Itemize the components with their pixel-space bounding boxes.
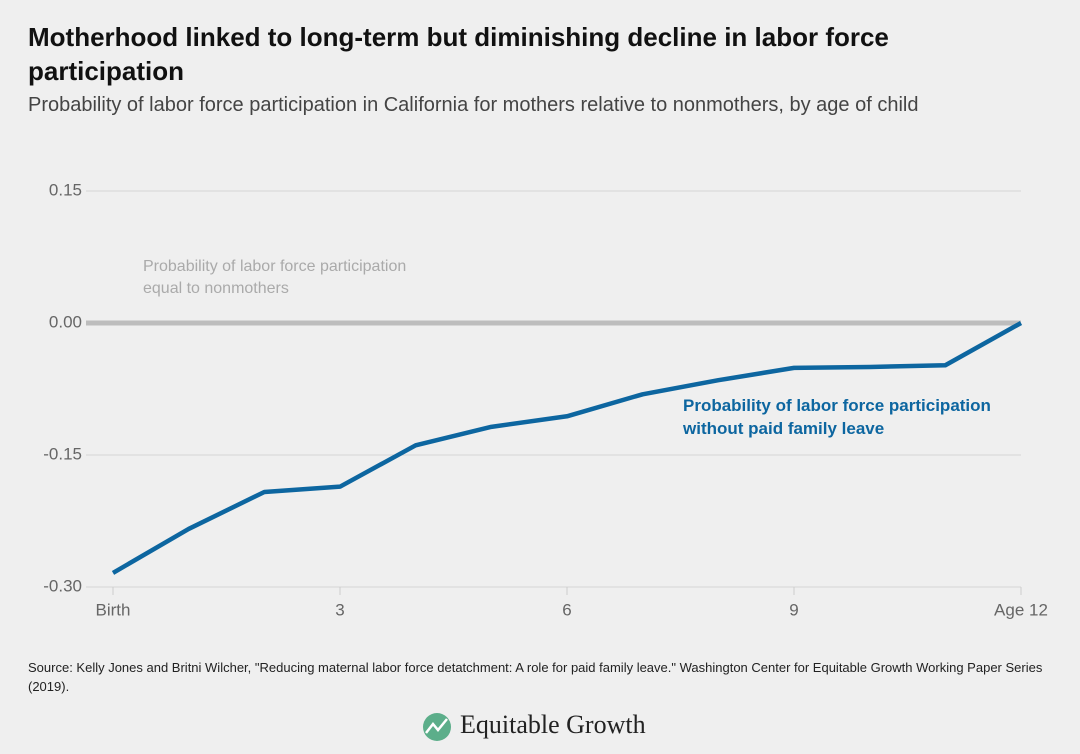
logo: Equitable Growth	[460, 710, 646, 739]
reference-label: Probability of labor force participation…	[143, 258, 407, 297]
source: Source: Kelly Jones and Britni Wilcher, …	[28, 660, 1043, 694]
x-tick-label: Birth	[96, 600, 131, 619]
series-line	[111, 321, 1023, 575]
x-tick-label: Age 12	[994, 600, 1048, 619]
y-tick-label: -0.30	[43, 576, 82, 595]
y-tick-label: 0.15	[49, 180, 82, 199]
logo-icon	[423, 713, 451, 741]
y-tick-label: -0.15	[43, 444, 82, 463]
x-tick-label: 3	[335, 600, 344, 619]
y-tick-label: 0.00	[49, 312, 82, 331]
x-tick-label: 9	[789, 600, 798, 619]
series-label: Probability of labor force participation…	[683, 396, 991, 438]
chart-subtitle: Probability of labor force participation…	[28, 94, 919, 116]
x-tick-label: 6	[562, 600, 571, 619]
chart-title: Motherhood linked to long-term but dimin…	[28, 22, 889, 86]
